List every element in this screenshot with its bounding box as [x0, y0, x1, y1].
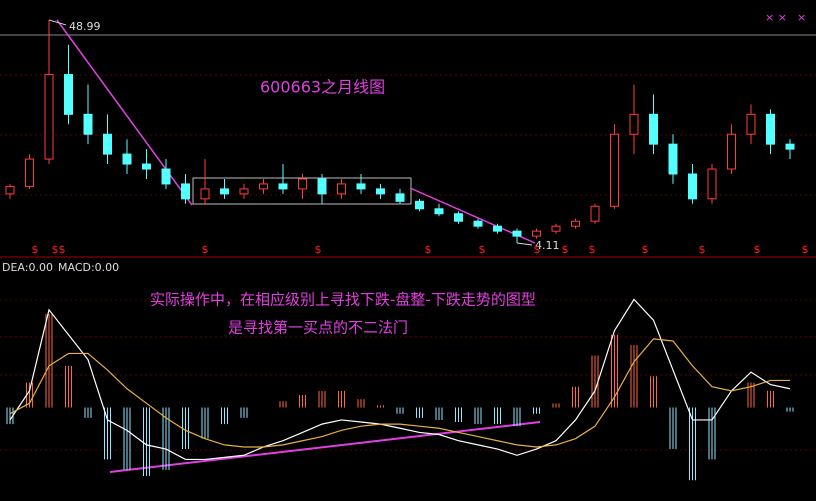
candle-body: [785, 143, 795, 150]
candle-body: [766, 113, 775, 145]
top-icon: × ×: [765, 11, 787, 24]
candle-body: [512, 230, 522, 237]
candle-body: [122, 153, 132, 165]
candle-body: [532, 230, 541, 237]
signal-marker: $: [534, 243, 541, 256]
low-label: 4.11: [535, 239, 560, 252]
candle-body: [181, 183, 190, 200]
candle-body: [25, 158, 34, 187]
candle-body: [707, 168, 717, 200]
candle-body: [83, 113, 93, 135]
annotation: 是寻找第一买点的不二法门: [228, 319, 408, 337]
candle-body: [220, 188, 229, 195]
macd-line: [9, 298, 791, 461]
candle-body: [64, 74, 73, 115]
high-pointer: [48, 19, 67, 26]
chart-title: 600663之月线图: [260, 78, 385, 97]
signal-marker: $: [202, 243, 209, 256]
signal-marker: $: [479, 243, 486, 256]
signal-marker: $: [802, 243, 809, 256]
signal-marker: $: [642, 243, 649, 256]
high-label: 48.99: [69, 20, 101, 33]
candle-body: [668, 143, 678, 175]
signal-marker: $: [425, 243, 432, 256]
signal-marker: $: [589, 243, 596, 256]
candle-body: [610, 133, 619, 207]
candle-body: [688, 173, 697, 200]
candle-body: [395, 193, 405, 202]
divergence-line: [109, 421, 541, 473]
candle-body: [278, 183, 288, 190]
macd-line: [9, 338, 790, 448]
candle-body: [239, 188, 249, 195]
legend-text: MACD:0.00: [58, 261, 119, 274]
candle-body: [44, 74, 54, 160]
dotted-grid: [0, 74, 816, 451]
candle-body: [473, 220, 483, 227]
candle-body: [746, 113, 756, 135]
signal-marker: $: [562, 243, 569, 256]
candle-body: [727, 133, 736, 170]
signal-marker: $: [315, 243, 322, 256]
candle-body: [649, 113, 658, 145]
candle-body: [259, 183, 268, 190]
candle-body: [161, 168, 171, 185]
candle-body: [142, 163, 151, 170]
legend-text: DEA:0.00: [2, 261, 53, 274]
candle-body: [5, 185, 15, 195]
candle-body: [337, 183, 346, 195]
candle-body: [415, 200, 424, 210]
candle-body: [317, 178, 327, 195]
signal-marker: $: [59, 243, 66, 256]
signal-marker: $: [52, 243, 59, 256]
candle-body: [551, 225, 561, 232]
candle-body: [629, 113, 639, 135]
candle-body: [493, 225, 502, 232]
low-pointer: [516, 242, 533, 246]
candle-body: [454, 213, 463, 222]
candle-body: [590, 205, 600, 222]
candle-body: [200, 188, 210, 200]
candle-body: [298, 178, 307, 190]
candle-body: [571, 220, 580, 227]
candle-body: [434, 208, 444, 215]
candle-body: [356, 183, 366, 190]
signal-marker: $: [32, 243, 39, 256]
annotation: 实际操作中，在相应级别上寻找下跌-盘整-下跌走势的图型: [150, 291, 536, 309]
signal-marker: $: [754, 243, 761, 256]
trend-line: [56, 19, 193, 206]
candle-body: [103, 133, 112, 155]
signal-marker: $: [699, 243, 706, 256]
top-icon: ×: [797, 11, 806, 24]
candle-body: [376, 188, 385, 195]
